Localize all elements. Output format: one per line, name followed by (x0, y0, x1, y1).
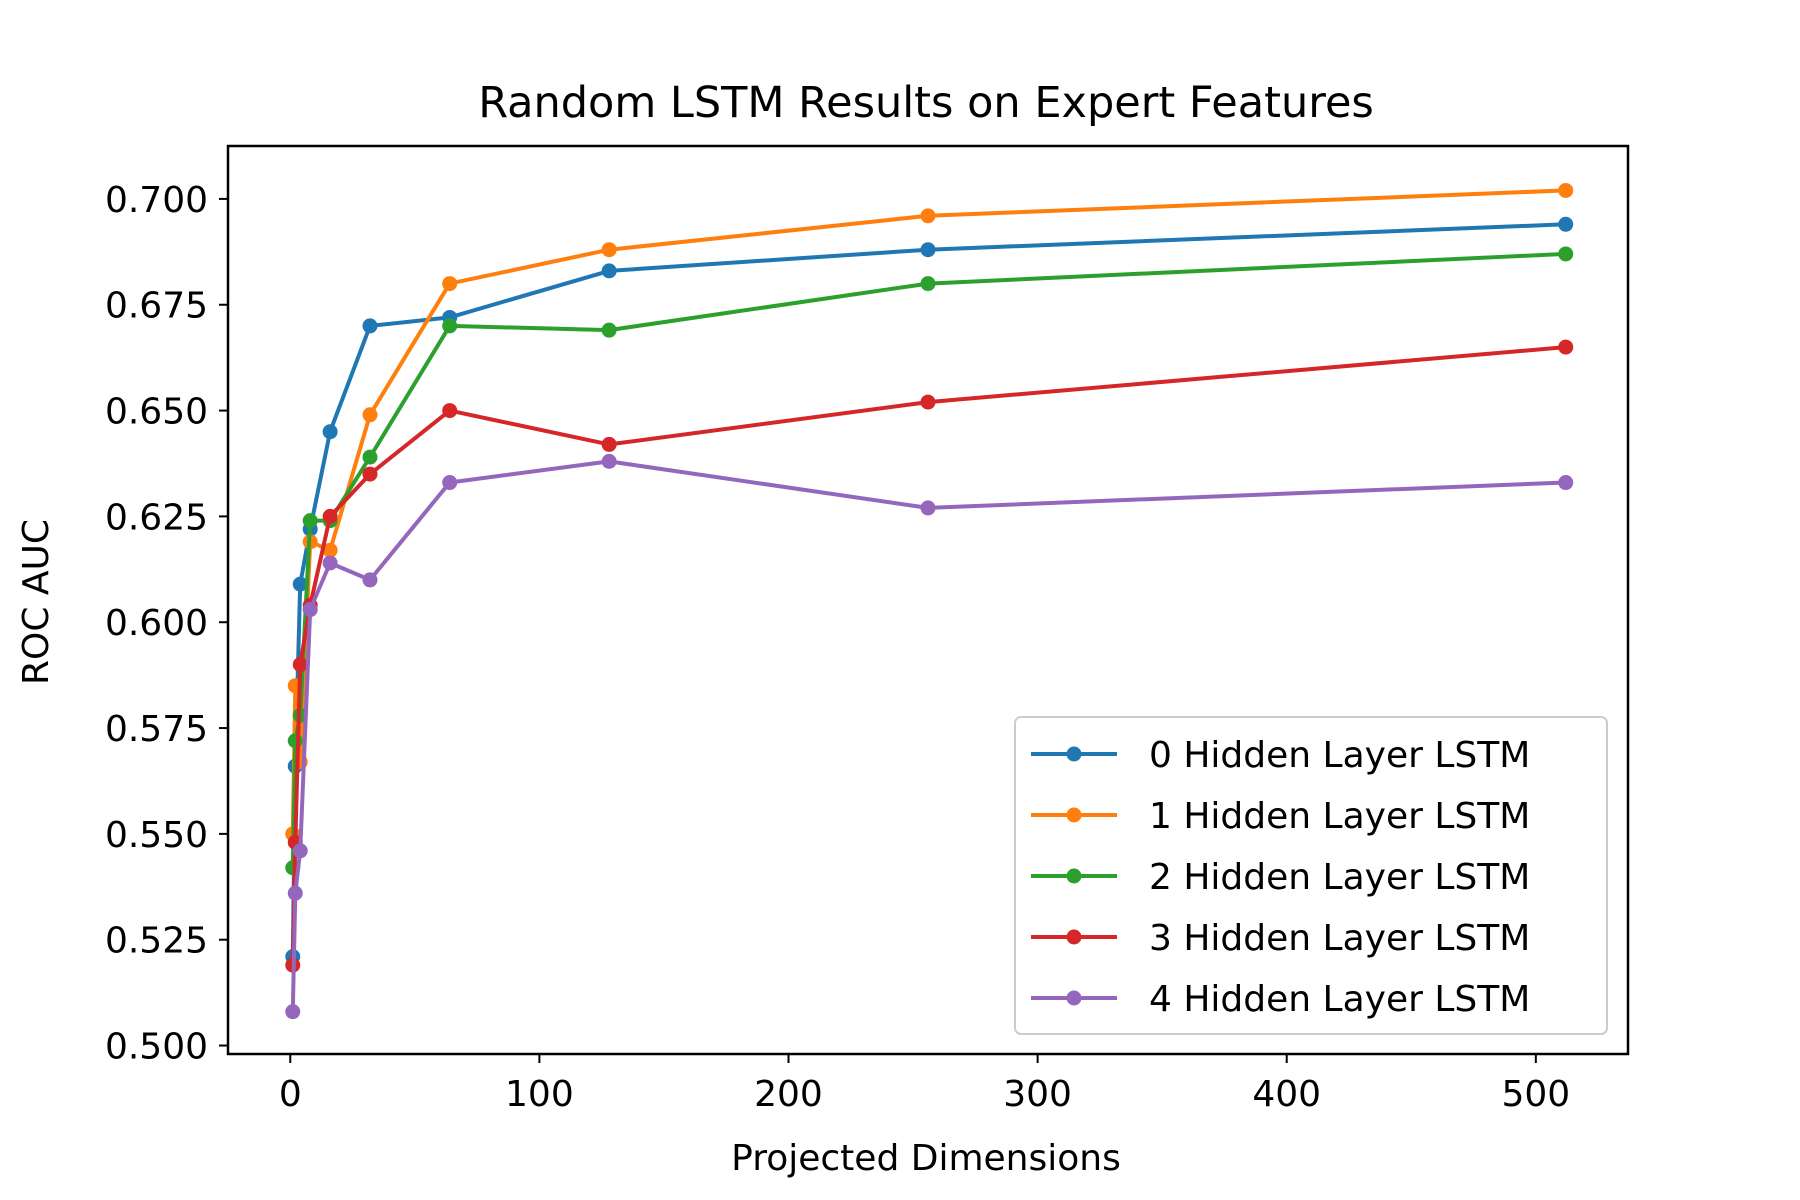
legend-marker (1066, 746, 1082, 762)
data-point (442, 403, 458, 419)
y-tick-label: 0.600 (105, 603, 208, 644)
data-point (292, 657, 308, 673)
data-point (287, 885, 303, 901)
chart-title: Random LSTM Results on Expert Features (478, 78, 1374, 128)
series-line (290, 345, 1566, 966)
data-point (362, 318, 378, 334)
data-point (1558, 339, 1574, 355)
data-point (322, 424, 338, 440)
legend-item: 0 Hidden Layer LSTM (1031, 735, 1530, 776)
data-point (287, 733, 303, 749)
data-point (601, 322, 617, 338)
legend-label: 1 Hidden Layer LSTM (1149, 796, 1530, 837)
legend-item: 4 Hidden Layer LSTM (1031, 979, 1530, 1020)
legend-marker (1066, 990, 1082, 1006)
data-point (322, 508, 338, 524)
data-point (302, 513, 318, 529)
plot-area: 0 100 200 300 400 500 0.500 0.525 0.550 0.575 0.60… (105, 144, 1630, 1115)
y-tick-label: 0.625 (105, 497, 208, 538)
y-axis-label: ROC AUC (16, 519, 57, 685)
y-tick-label: 0.525 (105, 921, 208, 962)
data-point (601, 263, 617, 279)
data-point (1558, 475, 1574, 491)
legend-label: 3 Hidden Layer LSTM (1149, 918, 1530, 959)
data-point (601, 453, 617, 469)
x-tick-label: 400 (1252, 1074, 1321, 1115)
legend-box (1014, 716, 1608, 1035)
series-4 (285, 453, 1574, 1020)
data-point (285, 1004, 301, 1020)
data-point (362, 449, 378, 465)
data-point (920, 276, 936, 292)
x-tick-label: 500 (1501, 1074, 1570, 1115)
data-point (920, 242, 936, 258)
legend-label: 2 Hidden Layer LSTM (1149, 857, 1530, 898)
data-point (292, 843, 308, 859)
y-tick-label: 0.675 (105, 286, 208, 327)
data-point (920, 394, 936, 410)
y-tick-label: 0.700 (105, 180, 208, 221)
data-point (920, 208, 936, 224)
data-point (601, 436, 617, 452)
legend-item: 2 Hidden Layer LSTM (1031, 857, 1530, 898)
series-line (290, 459, 1566, 1012)
data-point (292, 576, 308, 592)
legend-marker (1066, 929, 1082, 945)
x-tick-label: 200 (754, 1074, 823, 1115)
data-point (442, 276, 458, 292)
data-point (1558, 246, 1574, 262)
legend-marker (1066, 868, 1082, 884)
legend-marker (1066, 807, 1082, 823)
legend-label: 4 Hidden Layer LSTM (1149, 979, 1530, 1020)
data-point (601, 242, 617, 258)
legend: 0 Hidden Layer LSTM 1 Hidden Layer LSTM 2 … (1014, 716, 1608, 1035)
y-tick-label: 0.650 (105, 392, 208, 433)
legend-item: 3 Hidden Layer LSTM (1031, 918, 1530, 959)
data-point (442, 318, 458, 334)
data-point (322, 542, 338, 558)
y-tick-label: 0.500 (105, 1027, 208, 1068)
x-tick-label: 100 (505, 1074, 574, 1115)
data-point (362, 466, 378, 482)
y-tick-label: 0.550 (105, 815, 208, 856)
legend-label: 0 Hidden Layer LSTM (1149, 735, 1530, 776)
x-tick-label: 300 (1003, 1074, 1072, 1115)
data-point (920, 500, 936, 516)
legend-item: 1 Hidden Layer LSTM (1031, 796, 1530, 837)
data-point (362, 572, 378, 588)
y-tick-label: 0.575 (105, 709, 208, 750)
series-line (290, 222, 1566, 957)
x-axis-label: Projected Dimensions (731, 1138, 1121, 1179)
data-point (442, 475, 458, 491)
data-point (322, 555, 338, 571)
x-tick-label: 0 (279, 1074, 302, 1115)
plot-frame (226, 144, 1630, 1056)
data-point (1558, 216, 1574, 232)
data-point (1558, 182, 1574, 198)
data-point (362, 407, 378, 423)
data-point (302, 602, 318, 618)
